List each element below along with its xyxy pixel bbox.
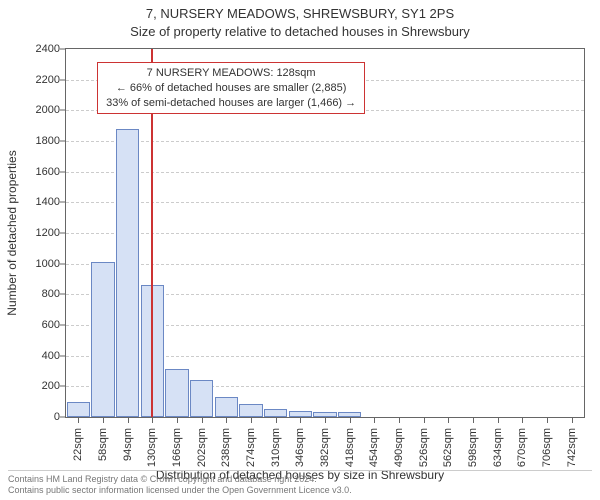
histogram-bar <box>91 262 114 417</box>
y-tick-label: 2000 <box>28 104 60 116</box>
x-tick-mark <box>547 418 548 423</box>
histogram-bar <box>239 404 262 417</box>
y-tick-label: 1400 <box>28 196 60 208</box>
grid-line <box>66 172 584 173</box>
x-tick-mark <box>78 418 79 423</box>
x-tick-mark <box>473 418 474 423</box>
histogram-bar <box>215 397 238 417</box>
y-tick-mark <box>60 110 65 111</box>
y-tick-mark <box>60 325 65 326</box>
x-tick-label: 310sqm <box>270 428 282 467</box>
y-tick-label: 1800 <box>28 135 60 147</box>
y-tick-label: 1200 <box>28 227 60 239</box>
histogram-bar <box>190 380 213 417</box>
histogram-bar <box>67 402 90 417</box>
plot-area: 7 NURSERY MEADOWS: 128sqm← 66% of detach… <box>65 48 585 418</box>
x-tick-mark <box>152 418 153 423</box>
x-tick-label: 670sqm <box>516 428 528 467</box>
y-tick-label: 2200 <box>28 74 60 86</box>
histogram-bar <box>313 412 336 417</box>
y-tick-mark <box>60 294 65 295</box>
x-tick-mark <box>251 418 252 423</box>
y-axis-label: Number of detached properties <box>5 150 19 315</box>
histogram-bar <box>264 409 287 417</box>
x-tick-mark <box>522 418 523 423</box>
grid-line <box>66 264 584 265</box>
y-tick-mark <box>60 386 65 387</box>
x-tick-label: 202sqm <box>196 428 208 467</box>
y-tick-mark <box>60 171 65 172</box>
x-tick-label: 454sqm <box>368 428 380 467</box>
x-tick-mark <box>128 418 129 423</box>
annotation-line: 33% of semi-detached houses are larger (… <box>106 96 356 111</box>
annotation-line: 7 NURSERY MEADOWS: 128sqm <box>106 66 356 81</box>
y-tick-label: 400 <box>28 350 60 362</box>
x-tick-mark <box>399 418 400 423</box>
y-tick-mark <box>60 79 65 80</box>
histogram-bar <box>165 369 188 417</box>
x-tick-mark <box>202 418 203 423</box>
x-tick-label: 490sqm <box>393 428 405 467</box>
x-tick-mark <box>177 418 178 423</box>
y-tick-mark <box>60 355 65 356</box>
x-tick-label: 22sqm <box>72 428 84 461</box>
y-tick-label: 200 <box>28 380 60 392</box>
annotation-line: ← 66% of detached houses are smaller (2,… <box>106 81 356 96</box>
x-tick-mark <box>325 418 326 423</box>
histogram-bar <box>289 411 312 417</box>
x-tick-mark <box>350 418 351 423</box>
y-tick-mark <box>60 49 65 50</box>
x-tick-label: 706sqm <box>541 428 553 467</box>
y-tick-mark <box>60 202 65 203</box>
x-tick-mark <box>226 418 227 423</box>
x-tick-label: 130sqm <box>146 428 158 467</box>
y-tick-label: 600 <box>28 319 60 331</box>
footer-attribution: Contains HM Land Registry data © Crown c… <box>8 470 592 497</box>
y-tick-mark <box>60 233 65 234</box>
y-tick-mark <box>60 263 65 264</box>
x-tick-mark <box>374 418 375 423</box>
x-tick-label: 94sqm <box>122 428 134 461</box>
y-tick-label: 2400 <box>28 43 60 55</box>
x-tick-mark <box>424 418 425 423</box>
grid-line <box>66 141 584 142</box>
x-tick-mark <box>448 418 449 423</box>
x-tick-label: 742sqm <box>566 428 578 467</box>
x-tick-label: 526sqm <box>418 428 430 467</box>
footer-line2: Contains public sector information licen… <box>8 485 592 496</box>
y-tick-label: 800 <box>28 288 60 300</box>
x-tick-label: 274sqm <box>245 428 257 467</box>
x-tick-label: 58sqm <box>97 428 109 461</box>
x-tick-mark <box>276 418 277 423</box>
x-tick-mark <box>103 418 104 423</box>
x-tick-mark <box>300 418 301 423</box>
chart-title-line2: Size of property relative to detached ho… <box>0 24 600 39</box>
grid-line <box>66 233 584 234</box>
y-tick-label: 1600 <box>28 166 60 178</box>
y-tick-label: 0 <box>28 411 60 423</box>
y-tick-mark <box>60 417 65 418</box>
grid-line <box>66 202 584 203</box>
x-tick-label: 382sqm <box>319 428 331 467</box>
x-tick-label: 238sqm <box>220 428 232 467</box>
histogram-bar <box>116 129 139 417</box>
footer-line1: Contains HM Land Registry data © Crown c… <box>8 474 592 485</box>
x-tick-label: 346sqm <box>294 428 306 467</box>
chart-container: 7, NURSERY MEADOWS, SHREWSBURY, SY1 2PS … <box>0 0 600 500</box>
y-tick-label: 1000 <box>28 258 60 270</box>
chart-title-line1: 7, NURSERY MEADOWS, SHREWSBURY, SY1 2PS <box>0 6 600 21</box>
histogram-bar <box>338 412 361 417</box>
x-tick-mark <box>498 418 499 423</box>
x-tick-label: 418sqm <box>344 428 356 467</box>
x-tick-label: 634sqm <box>492 428 504 467</box>
x-tick-label: 598sqm <box>467 428 479 467</box>
x-tick-label: 166sqm <box>171 428 183 467</box>
y-tick-mark <box>60 141 65 142</box>
x-tick-label: 562sqm <box>442 428 454 467</box>
x-tick-mark <box>572 418 573 423</box>
annotation-box: 7 NURSERY MEADOWS: 128sqm← 66% of detach… <box>97 62 365 115</box>
